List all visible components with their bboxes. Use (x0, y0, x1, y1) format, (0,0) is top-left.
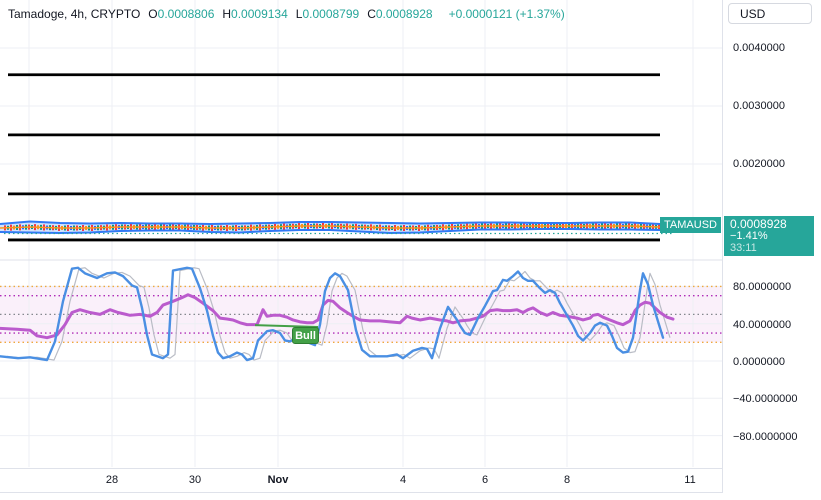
bar-countdown: 33:11 (730, 242, 757, 254)
ohlc-item: H0.0009134 (222, 7, 288, 21)
oscillator-tick-label: 0.0000000 (733, 356, 785, 368)
last-price-change: −1.41% (730, 230, 768, 242)
time-tick-label: 30 (188, 474, 202, 486)
price-axis[interactable]: USD 0.0040000 0.0030000 0.0020000 80.00000… (722, 0, 821, 493)
ohlc-values: O0.0008806 H0.0009134 L0.0008799 C0.0008928 (148, 7, 440, 21)
ohlc-item: C0.0008928 (367, 7, 433, 21)
price-tick-label: 0.0040000 (733, 42, 785, 54)
oscillator-fast-line[interactable] (0, 266, 665, 362)
axis-corner (722, 468, 821, 493)
symbol-title: Tamadoge, 4h, CRYPTO (8, 7, 141, 21)
bull-annotation-badge[interactable]: Bull (292, 327, 319, 344)
time-tick-label: 28 (105, 474, 119, 486)
last-price-value: 0.0008928 (730, 217, 787, 231)
last-price-label: 0.0008928 −1.41% 33:11 (724, 216, 814, 256)
chart-canvas[interactable] (0, 0, 722, 467)
oscillator-signal-line[interactable] (0, 293, 675, 340)
oscillator-tick-label: 40.0000000 (733, 318, 792, 331)
bull-trend-line[interactable] (254, 324, 319, 328)
time-tick-label: 8 (563, 474, 571, 486)
time-tick-label: 4 (399, 474, 407, 486)
currency-usd-button[interactable]: USD (728, 3, 812, 24)
symbol-price-badge: TAMAUSD (660, 217, 721, 233)
ohlc-item: O0.0008806 (148, 7, 215, 21)
oscillator-tick-label: 80.0000000 (733, 281, 792, 294)
time-tick-label: 11 (684, 474, 696, 486)
oscillator-tick-label: −40.0000000 (733, 393, 798, 406)
ohlc-header: Tamadoge, 4h, CRYPTO O0.0008806 H0.000913… (8, 7, 565, 21)
oscillator-tick-label: −80.0000000 (733, 430, 798, 443)
price-tick-label: 0.0030000 (733, 100, 785, 112)
band-lower-line (0, 228, 661, 234)
time-axis[interactable]: 28 30 Nov 4 6 8 11 (0, 468, 821, 493)
time-tick-label: 6 (481, 474, 489, 486)
price-tick-label: 0.0020000 (733, 158, 785, 170)
time-tick-label: Nov (267, 474, 289, 486)
ma-orange-line (0, 225, 661, 229)
band-upper-line (0, 220, 661, 225)
ohlc-item: L0.0008799 (295, 7, 360, 21)
change-value: +0.0000121 (+1.37%) (448, 7, 565, 21)
